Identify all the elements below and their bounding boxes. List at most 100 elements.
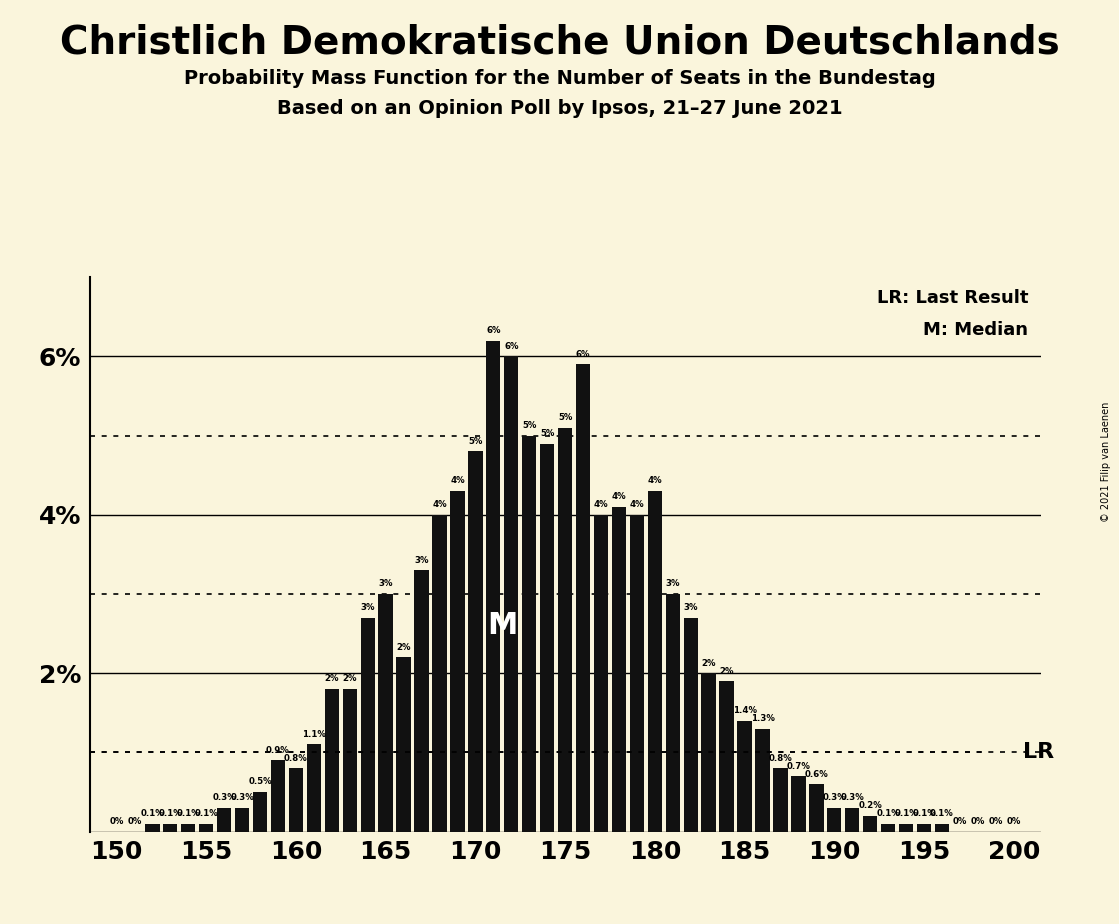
Bar (720, 681, 734, 832)
Bar (504, 357, 518, 832)
Bar (899, 823, 913, 832)
Text: 2%: 2% (342, 675, 357, 684)
Text: 2%: 2% (396, 643, 411, 651)
Text: 0.3%: 0.3% (822, 794, 846, 802)
Text: 0.8%: 0.8% (769, 754, 792, 762)
Text: 5%: 5% (540, 429, 554, 438)
Bar (289, 768, 303, 832)
Text: 6%: 6% (504, 342, 518, 351)
Bar (558, 428, 572, 832)
Bar (845, 808, 859, 832)
Text: 0.1%: 0.1% (177, 809, 200, 818)
Text: 0.6%: 0.6% (805, 770, 828, 779)
Bar (863, 816, 877, 832)
Text: 4%: 4% (450, 477, 464, 485)
Text: 0.3%: 0.3% (840, 794, 864, 802)
Bar (666, 594, 680, 832)
Bar (342, 689, 357, 832)
Bar (540, 444, 554, 832)
Text: 0.1%: 0.1% (195, 809, 218, 818)
Text: © 2021 Filip van Laenen: © 2021 Filip van Laenen (1101, 402, 1111, 522)
Text: 0.1%: 0.1% (876, 809, 900, 818)
Text: 3%: 3% (666, 579, 680, 589)
Text: 0%: 0% (988, 817, 1003, 826)
Text: 1.3%: 1.3% (751, 714, 774, 723)
Bar (612, 507, 627, 832)
Text: 5%: 5% (468, 437, 482, 446)
Bar (199, 823, 214, 832)
Text: 4%: 4% (648, 477, 662, 485)
Text: 4%: 4% (612, 492, 627, 502)
Bar (360, 618, 375, 832)
Bar (271, 760, 285, 832)
Bar (648, 491, 662, 832)
Text: 0.3%: 0.3% (231, 794, 254, 802)
Bar (217, 808, 232, 832)
Text: 0.1%: 0.1% (930, 809, 953, 818)
Text: 2%: 2% (325, 675, 339, 684)
Bar (235, 808, 250, 832)
Text: 0%: 0% (952, 817, 967, 826)
Text: 4%: 4% (630, 500, 645, 509)
Text: 0.7%: 0.7% (787, 761, 810, 771)
Text: 4%: 4% (432, 500, 446, 509)
Text: LR: LR (1023, 742, 1054, 762)
Bar (576, 364, 590, 832)
Bar (934, 823, 949, 832)
Bar (253, 792, 267, 832)
Text: 0.2%: 0.2% (858, 801, 882, 810)
Text: 1.4%: 1.4% (733, 706, 756, 715)
Bar (396, 657, 411, 832)
Bar (594, 515, 608, 832)
Bar (145, 823, 160, 832)
Bar (684, 618, 698, 832)
Text: 2%: 2% (720, 666, 734, 675)
Bar (791, 776, 806, 832)
Text: 0.8%: 0.8% (284, 754, 308, 762)
Text: 3%: 3% (684, 603, 698, 613)
Text: 5%: 5% (558, 413, 572, 422)
Text: Christlich Demokratische Union Deutschlands: Christlich Demokratische Union Deutschla… (59, 23, 1060, 61)
Bar (181, 823, 196, 832)
Bar (755, 729, 770, 832)
Bar (702, 674, 716, 832)
Text: 0%: 0% (1007, 817, 1021, 826)
Text: 0.3%: 0.3% (213, 794, 236, 802)
Text: M: M (487, 611, 517, 640)
Bar (432, 515, 446, 832)
Bar (773, 768, 788, 832)
Text: M: Median: M: Median (923, 321, 1028, 339)
Bar (486, 341, 500, 832)
Text: 1.1%: 1.1% (302, 730, 326, 739)
Bar (163, 823, 178, 832)
Text: Based on an Opinion Poll by Ipsos, 21–27 June 2021: Based on an Opinion Poll by Ipsos, 21–27… (276, 99, 843, 118)
Bar (737, 721, 752, 832)
Text: 6%: 6% (576, 350, 591, 359)
Text: 0%: 0% (128, 817, 142, 826)
Text: 6%: 6% (486, 326, 500, 335)
Bar (468, 452, 482, 832)
Bar (881, 823, 895, 832)
Text: 0.9%: 0.9% (266, 746, 290, 755)
Text: 0.1%: 0.1% (159, 809, 182, 818)
Bar (916, 823, 931, 832)
Bar (378, 594, 393, 832)
Text: Probability Mass Function for the Number of Seats in the Bundestag: Probability Mass Function for the Number… (184, 69, 935, 89)
Text: 0.1%: 0.1% (894, 809, 918, 818)
Text: 3%: 3% (414, 555, 429, 565)
Text: LR: Last Result: LR: Last Result (876, 289, 1028, 307)
Text: 5%: 5% (523, 421, 536, 430)
Bar (414, 570, 429, 832)
Bar (827, 808, 841, 832)
Text: 3%: 3% (360, 603, 375, 613)
Text: 3%: 3% (378, 579, 393, 589)
Text: 0%: 0% (970, 817, 985, 826)
Text: 0%: 0% (110, 817, 123, 826)
Bar (307, 745, 321, 832)
Text: 2%: 2% (702, 659, 716, 668)
Bar (523, 435, 536, 832)
Bar (809, 784, 824, 832)
Text: 0.1%: 0.1% (141, 809, 164, 818)
Bar (630, 515, 645, 832)
Text: 0.1%: 0.1% (912, 809, 935, 818)
